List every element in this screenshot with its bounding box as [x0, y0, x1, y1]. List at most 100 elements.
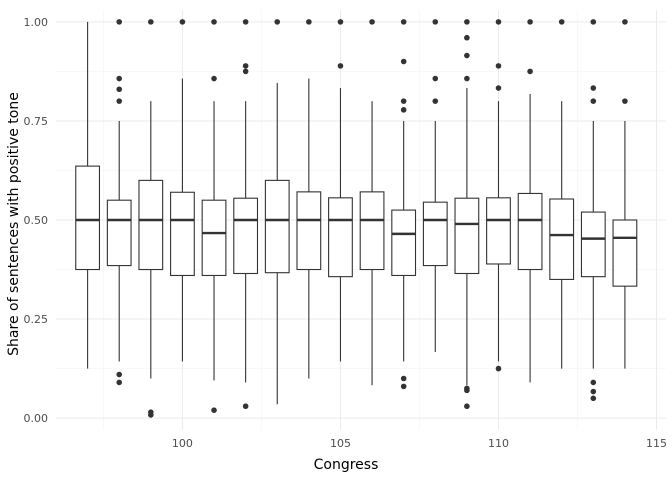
- x-tick-label: 100: [172, 437, 193, 450]
- box-congress-112: [549, 19, 575, 369]
- outlier-point: [495, 63, 502, 69]
- box-congress-104: [296, 19, 322, 379]
- outlier-point: [242, 68, 249, 75]
- outlier-point: [527, 19, 533, 25]
- outlier-point: [590, 19, 597, 25]
- box-congress-102: [233, 19, 259, 410]
- box-iqr: [328, 197, 353, 278]
- outlier-point: [400, 375, 407, 382]
- box-iqr: [106, 199, 132, 267]
- box-iqr: [359, 191, 385, 271]
- outlier-point: [274, 19, 281, 25]
- x-tick-label: 105: [330, 437, 351, 450]
- box-iqr: [580, 211, 606, 278]
- box-iqr: [454, 197, 480, 275]
- box-congress-111: [517, 19, 543, 383]
- x-tick-label: 115: [646, 437, 667, 450]
- box-congress-103: [264, 19, 290, 405]
- outlier-point: [242, 63, 249, 69]
- outlier-point: [179, 19, 186, 25]
- outlier-point: [211, 75, 217, 82]
- outlier-point: [590, 395, 597, 402]
- outlier-point: [464, 385, 470, 392]
- y-axis-tick-labels: 0.00 0.25 0.50 0.75 1.00: [24, 16, 49, 425]
- outlier-point: [590, 98, 597, 104]
- outlier-point: [464, 75, 470, 82]
- outlier-point: [400, 19, 407, 25]
- box-congress-100: [170, 19, 195, 362]
- outlier-point: [495, 365, 502, 372]
- outlier-point: [464, 34, 470, 41]
- outlier-point: [116, 75, 123, 82]
- outlier-point: [116, 371, 123, 378]
- box-series: [75, 19, 638, 418]
- x-axis-title: Congress: [314, 457, 379, 473]
- y-axis-title: Share of sentences with positive tone: [6, 92, 22, 356]
- box-iqr: [612, 219, 638, 287]
- y-tick-label: 0.75: [24, 115, 49, 128]
- outlier-point: [558, 19, 565, 25]
- outlier-point: [148, 19, 154, 25]
- box-congress-98: [106, 19, 132, 386]
- outlier-point: [337, 19, 344, 25]
- box-iqr: [486, 197, 511, 265]
- box-congress-114: [612, 19, 638, 369]
- outlier-point: [590, 379, 597, 386]
- box-iqr: [391, 209, 417, 277]
- box-congress-101: [201, 19, 227, 413]
- outlier-point: [464, 52, 470, 59]
- outlier-point: [242, 403, 249, 410]
- y-tick-label: 1.00: [24, 16, 49, 29]
- outlier-point: [527, 68, 533, 75]
- outlier-point: [432, 75, 439, 82]
- outlier-point: [495, 19, 502, 25]
- outlier-point: [400, 107, 407, 113]
- outlier-point: [400, 58, 407, 65]
- box-congress-108: [422, 19, 448, 352]
- outlier-point: [590, 388, 597, 395]
- box-iqr: [170, 191, 195, 277]
- outlier-point: [306, 19, 312, 25]
- outlier-point: [464, 403, 470, 410]
- outlier-point: [369, 19, 375, 25]
- outlier-point: [211, 19, 217, 25]
- box-congress-106: [359, 19, 385, 386]
- outlier-point: [337, 63, 344, 69]
- outlier-point: [116, 19, 123, 25]
- outlier-point: [116, 98, 123, 104]
- box-congress-105: [328, 19, 353, 362]
- outlier-point: [432, 98, 439, 104]
- outlier-point: [400, 98, 407, 104]
- outlier-point: [211, 407, 217, 413]
- outlier-point: [400, 383, 407, 390]
- outlier-point: [464, 19, 470, 25]
- outlier-point: [622, 19, 628, 25]
- outlier-point: [116, 86, 123, 93]
- outlier-point: [432, 19, 439, 25]
- outlier-point: [590, 85, 597, 91]
- box-iqr: [201, 199, 227, 277]
- box-iqr: [264, 179, 290, 274]
- outlier-point: [116, 379, 123, 386]
- box-iqr: [75, 165, 101, 271]
- y-tick-label: 0.00: [24, 412, 49, 425]
- box-congress-97: [75, 21, 101, 369]
- box-congress-110: [486, 19, 511, 372]
- box-congress-99: [138, 19, 164, 418]
- outlier-point: [242, 19, 249, 25]
- box-iqr: [549, 198, 575, 280]
- y-tick-label: 0.25: [24, 313, 49, 326]
- x-tick-label: 110: [488, 437, 509, 450]
- outlier-point: [148, 409, 154, 415]
- box-congress-109: [454, 19, 480, 410]
- x-axis-tick-labels: 100 105 110 115: [172, 437, 667, 450]
- box-iqr: [138, 179, 164, 271]
- outlier-point: [495, 85, 502, 91]
- y-tick-label: 0.50: [24, 214, 49, 227]
- box-iqr: [422, 201, 448, 267]
- outlier-point: [622, 98, 628, 104]
- box-iqr: [296, 191, 322, 271]
- box-congress-107: [391, 19, 417, 390]
- box-congress-113: [580, 19, 606, 402]
